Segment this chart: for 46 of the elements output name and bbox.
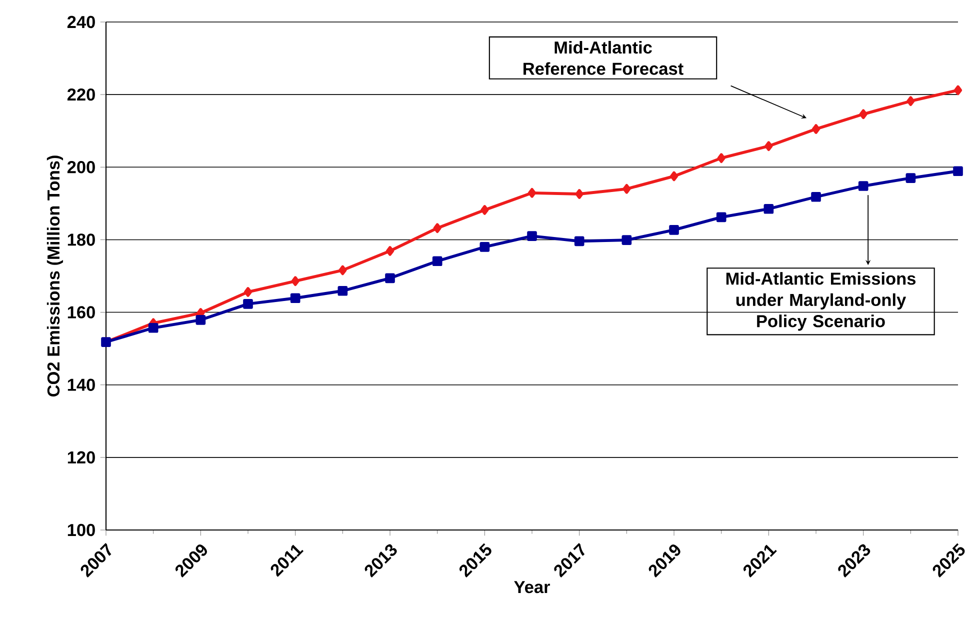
point xyxy=(290,293,300,304)
point xyxy=(196,314,206,325)
point xyxy=(906,173,916,183)
y-tick-label: 180 xyxy=(68,234,95,246)
point xyxy=(622,184,631,194)
point xyxy=(386,246,394,256)
point xyxy=(811,192,821,202)
point xyxy=(858,181,868,191)
y-tick-label: 200 xyxy=(67,161,95,174)
y-tick-label: 220 xyxy=(67,88,95,101)
annotation: Mid-Atlantic Reference Forecast xyxy=(524,40,684,75)
point xyxy=(480,205,489,215)
point xyxy=(764,204,774,214)
point xyxy=(528,188,536,198)
point xyxy=(575,189,584,199)
point xyxy=(670,171,678,182)
point xyxy=(717,153,726,163)
point xyxy=(906,96,915,106)
point xyxy=(433,223,442,234)
point xyxy=(859,109,868,120)
point xyxy=(669,225,679,235)
y-tick-label: 240 xyxy=(67,16,95,28)
point xyxy=(432,256,442,266)
point xyxy=(338,265,347,276)
y-tick-label: 140 xyxy=(68,378,95,391)
point xyxy=(480,242,490,252)
x-axis-title: Year xyxy=(514,581,550,594)
point xyxy=(243,299,253,309)
point xyxy=(291,276,300,286)
point xyxy=(148,322,158,333)
y-tick-label: 120 xyxy=(68,451,95,464)
point xyxy=(812,124,820,134)
point xyxy=(527,231,537,241)
point xyxy=(385,273,395,284)
annotation: Mid-Atlantic Emissions under Maryland-only Policy Scenario xyxy=(726,272,916,331)
point xyxy=(954,85,962,96)
point xyxy=(574,236,584,246)
y-axis-title: CO2 Emissions (Million Tons) xyxy=(46,156,64,396)
point xyxy=(953,166,963,176)
point xyxy=(244,287,252,297)
point xyxy=(716,212,726,222)
point xyxy=(764,141,773,152)
point xyxy=(338,286,348,296)
y-tick-label: 160 xyxy=(68,306,95,318)
y-tick-label: 100 xyxy=(68,524,95,536)
point xyxy=(622,235,632,245)
